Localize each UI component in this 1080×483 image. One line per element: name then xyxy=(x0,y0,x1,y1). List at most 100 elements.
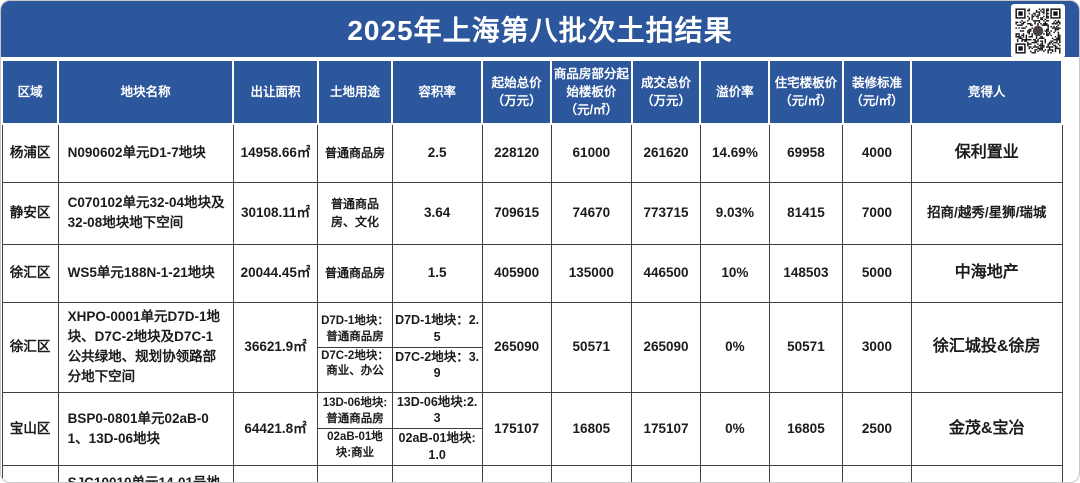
cell-area: 25433.7㎡ xyxy=(232,465,319,482)
cell-far-top: 13D-06地块:2.3 xyxy=(396,394,478,426)
cell-far-top: D7D-1地块：2.5 xyxy=(395,312,480,344)
cell-premium: 10% xyxy=(699,243,770,303)
cell-res-floor-price: 81415 xyxy=(768,181,844,245)
cell-region: 徐汇区 xyxy=(1,301,59,393)
cell-start-floor-price: 21500 xyxy=(550,465,633,482)
cell-land-use-bottom: 02aB-01地块:商业 xyxy=(318,428,392,462)
cell-land-use: 普通商品房 xyxy=(317,243,393,303)
col-header-res-floor-price: 住宅楼板价 （元/㎡） xyxy=(768,59,844,125)
cell-premium: 9.03% xyxy=(699,181,770,245)
cell-start-total: 228120 xyxy=(481,123,552,183)
cell-plot-name: SJC10010单元14-01号地块 xyxy=(57,465,234,482)
cell-far-split: D7D-1地块：2.5 D7C-2地块：3.9 xyxy=(391,301,483,393)
col-header-region: 区域 xyxy=(1,59,60,125)
cell-decoration: 4000 xyxy=(842,123,912,183)
table-row-songjiang: 松江区 SJC10010单元14-01号地块 25433.7㎡ 普通商品房 1.… xyxy=(1,465,1063,482)
cell-start-total: 65619 xyxy=(481,465,552,482)
cell-final-total: 773715 xyxy=(631,181,701,245)
table-row-baoshan: 宝山区 BSP0-0801单元02aB-01、13D-06地块 64421.8㎡… xyxy=(1,391,1063,466)
cell-plot-name: N090602单元D1-7地块 xyxy=(57,123,234,183)
cell-land-use: 普通商品房 xyxy=(317,123,393,183)
col-header-winner: 竞得人 xyxy=(910,59,1063,125)
cell-winner: 中海地产 xyxy=(910,243,1063,303)
table-row-jingan: 静安区 C070102单元32-04地块及32-08地块地下空间 30108.1… xyxy=(1,181,1063,245)
cell-plot-name: WS5单元188N-1-21地块 xyxy=(57,243,234,303)
cell-start-total: 709615 xyxy=(481,181,552,245)
page-title: 2025年上海第八批次土拍结果 xyxy=(347,15,733,46)
cell-plot-name: BSP0-0801单元02aB-01、13D-06地块 xyxy=(57,391,234,466)
cell-start-floor-price: 61000 xyxy=(550,123,633,183)
cell-start-floor-price: 50571 xyxy=(550,301,633,393)
cell-res-floor-price: 21500 xyxy=(768,465,844,482)
col-header-far: 容积率 xyxy=(391,59,484,125)
cell-winner: 保利置业 xyxy=(910,123,1063,183)
cell-premium: 14.69% xyxy=(699,123,770,183)
cell-start-total: 175107 xyxy=(481,391,552,466)
title-banner: 2025年上海第八批次土拍结果 xyxy=(1,1,1079,59)
cell-far-split: 13D-06地块:2.3 02aB-01地块:1.0 xyxy=(391,391,483,466)
cell-start-floor-price: 135000 xyxy=(550,243,633,303)
cell-start-total: 265090 xyxy=(481,301,552,393)
cell-final-total: 261620 xyxy=(631,123,701,183)
cell-decoration: 2500 xyxy=(842,391,912,466)
cell-final-total: 175107 xyxy=(631,391,701,466)
col-header-final-total: 成交总价 （万元） xyxy=(630,59,702,125)
cell-land-use: 普通商品房、文化 xyxy=(317,181,393,245)
header-row: 区域 地块名称 出让面积 土地用途 容积率 起始总价 （万元） 商品房部分起始楼… xyxy=(1,59,1063,125)
cell-premium: 0% xyxy=(699,465,770,482)
table-row-yangpu: 杨浦区 N090602单元D1-7地块 14958.66㎡ 普通商品房 2.5 … xyxy=(1,123,1063,183)
cell-decoration: 2500 xyxy=(842,465,912,482)
cell-start-floor-price: 16805 xyxy=(550,391,633,466)
cell-land-use-split: D7D-1地块：普通商品房 D7C-2地块：商业、办公 xyxy=(317,301,393,393)
results-table: 区域 地块名称 出让面积 土地用途 容积率 起始总价 （万元） 商品房部分起始楼… xyxy=(1,59,1063,482)
cell-plot-name: C070102单元32-04地块及32-08地块地下空间 xyxy=(57,181,234,245)
cell-premium: 0% xyxy=(699,391,770,466)
cell-start-floor-price: 74670 xyxy=(550,181,633,245)
qr-code-icon xyxy=(1011,4,1065,58)
col-header-start-floor-price: 商品房部分起始楼板价（元/㎡） xyxy=(550,59,633,125)
col-header-plot-name: 地块名称 xyxy=(57,59,235,125)
cell-region: 杨浦区 xyxy=(1,123,59,183)
cell-final-total: 65619 xyxy=(631,465,701,482)
cell-decoration: 7000 xyxy=(842,181,912,245)
cell-far-bottom: 02aB-01地块:1.0 xyxy=(392,428,482,465)
cell-winner: 招商/越秀/星狮/瑞城 xyxy=(910,181,1063,245)
cell-winner: 徐汇城投&徐房 xyxy=(910,301,1063,393)
cell-res-floor-price: 69958 xyxy=(768,123,844,183)
cell-region: 徐汇区 xyxy=(1,243,59,303)
col-header-area: 出让面积 xyxy=(232,59,319,125)
cell-plot-name: XHPO-0001单元D7D-1地块、D7C-2地块及D7C-1公共绿地、规划协… xyxy=(57,301,234,393)
cell-land-use-split: 13D-06地块:普通商品房 02aB-01地块:商业 xyxy=(317,391,393,466)
cell-decoration: 5000 xyxy=(842,243,912,303)
cell-winner: 金茂&宝冶 xyxy=(910,391,1063,466)
cell-land-use-top: D7D-1地块：普通商品房 xyxy=(321,315,389,343)
cell-res-floor-price: 148503 xyxy=(768,243,844,303)
table-row-xuhui-ws5: 徐汇区 WS5单元188N-1-21地块 20044.45㎡ 普通商品房 1.5… xyxy=(1,243,1063,303)
cell-decoration: 3000 xyxy=(842,301,912,393)
cell-area: 36621.9㎡ xyxy=(232,301,319,393)
cell-final-total: 446500 xyxy=(631,243,701,303)
cell-far: 1.2 xyxy=(391,465,483,482)
cell-area: 64421.8㎡ xyxy=(232,391,319,466)
col-header-premium: 溢价率 xyxy=(699,59,771,125)
cell-area: 20044.45㎡ xyxy=(232,243,319,303)
cell-far: 1.5 xyxy=(391,243,483,303)
cell-land-use-bottom: D7C-2地块：商业、办公 xyxy=(318,346,392,381)
cell-region: 宝山区 xyxy=(1,391,59,466)
cell-final-total: 265090 xyxy=(631,301,701,393)
cell-start-total: 405900 xyxy=(481,243,552,303)
cell-winner: 国贸&松江交投 xyxy=(910,465,1063,482)
col-header-decoration: 装修标准 （元/㎡） xyxy=(841,59,913,125)
cell-region: 静安区 xyxy=(1,181,59,245)
cell-far: 3.64 xyxy=(391,181,483,245)
cell-area: 14958.66㎡ xyxy=(232,123,319,183)
cell-area: 30108.11㎡ xyxy=(232,181,319,245)
table-row-xuhui-xhpo: 徐汇区 XHPO-0001单元D7D-1地块、D7C-2地块及D7C-1公共绿地… xyxy=(1,301,1063,393)
col-header-land-use: 土地用途 xyxy=(316,59,394,125)
cell-land-use-top: 13D-06地块:普通商品房 xyxy=(322,397,388,425)
cell-res-floor-price: 16805 xyxy=(768,391,844,466)
cell-premium: 0% xyxy=(699,301,770,393)
cell-land-use: 普通商品房 xyxy=(317,465,393,482)
cell-region: 松江区 xyxy=(1,465,59,482)
